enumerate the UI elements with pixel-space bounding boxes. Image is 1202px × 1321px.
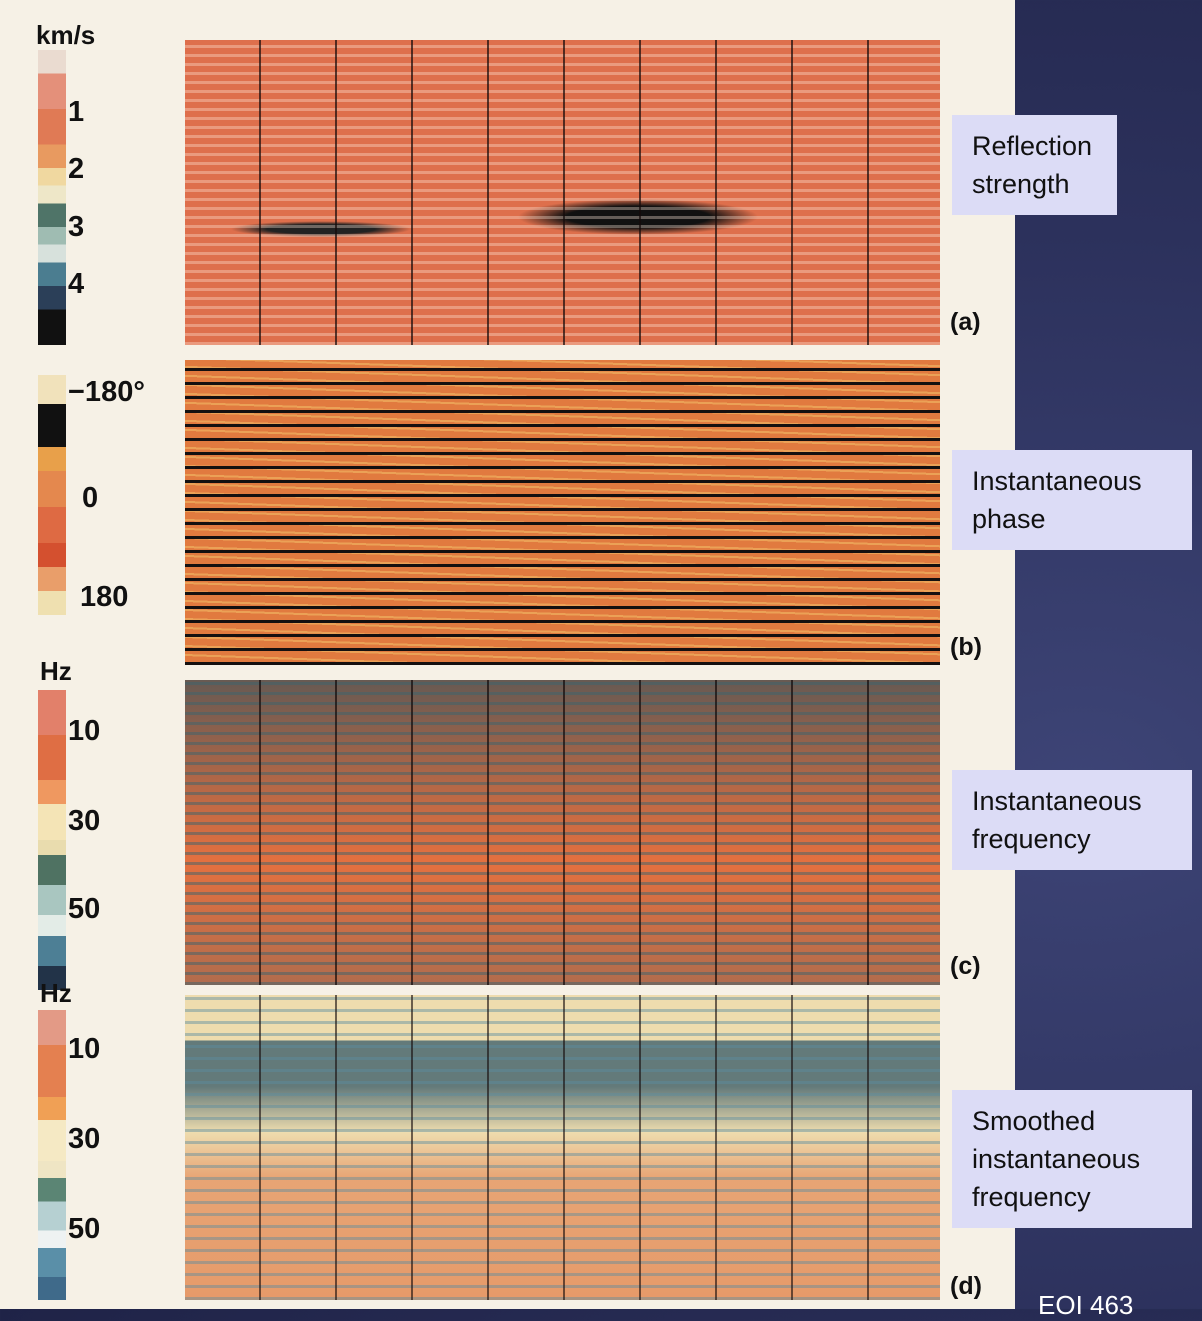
panel-caption: Reflection strength [952, 115, 1117, 215]
colorbar-label: 30 [68, 805, 101, 837]
colorbar [38, 375, 66, 615]
colorbar [38, 1010, 66, 1300]
colorbar-label: 10 [68, 715, 101, 747]
colorbar-label: 50 [68, 893, 101, 925]
panel-label: (c) [950, 952, 981, 980]
seismic-panel [185, 40, 940, 345]
colorbar-label: 10 [68, 1033, 101, 1065]
seismic-panel [185, 360, 940, 665]
seismic-panel [185, 680, 940, 985]
seismic-panel [185, 995, 940, 1300]
panel-caption: Smoothed instantaneous frequency [952, 1090, 1192, 1228]
scanned-figure: km/s Hz Hz 1 2 3 4 −180° 0 180 10 30 50 10 30 50 (a) (… [0, 0, 1015, 1309]
colorbar [38, 690, 66, 990]
panel-label: (a) [950, 308, 981, 336]
colorbar-label: 2 [68, 153, 85, 185]
colorbar-label: 30 [68, 1123, 101, 1155]
colorbar-label: 1 [68, 96, 85, 128]
colorbar-label: 50 [68, 1213, 101, 1245]
panel-caption: Instantaneous frequency [952, 770, 1192, 870]
panel-label: (d) [950, 1272, 982, 1300]
panel-caption: Instantaneous phase [952, 450, 1192, 550]
colorbar [38, 50, 66, 345]
colorbar-label: 0 [82, 482, 99, 514]
colorbar-unit: Hz [40, 978, 72, 1008]
colorbar-label: 180 [80, 581, 129, 613]
colorbar-label: 4 [68, 268, 85, 300]
panel-label: (b) [950, 633, 982, 661]
colorbar-label: 3 [68, 211, 85, 243]
footer: EOI 463 [1038, 1290, 1134, 1320]
colorbar-label: −180° [68, 376, 145, 408]
colorbar-unit: Hz [40, 656, 72, 686]
colorbar-unit: km/s [36, 20, 96, 50]
